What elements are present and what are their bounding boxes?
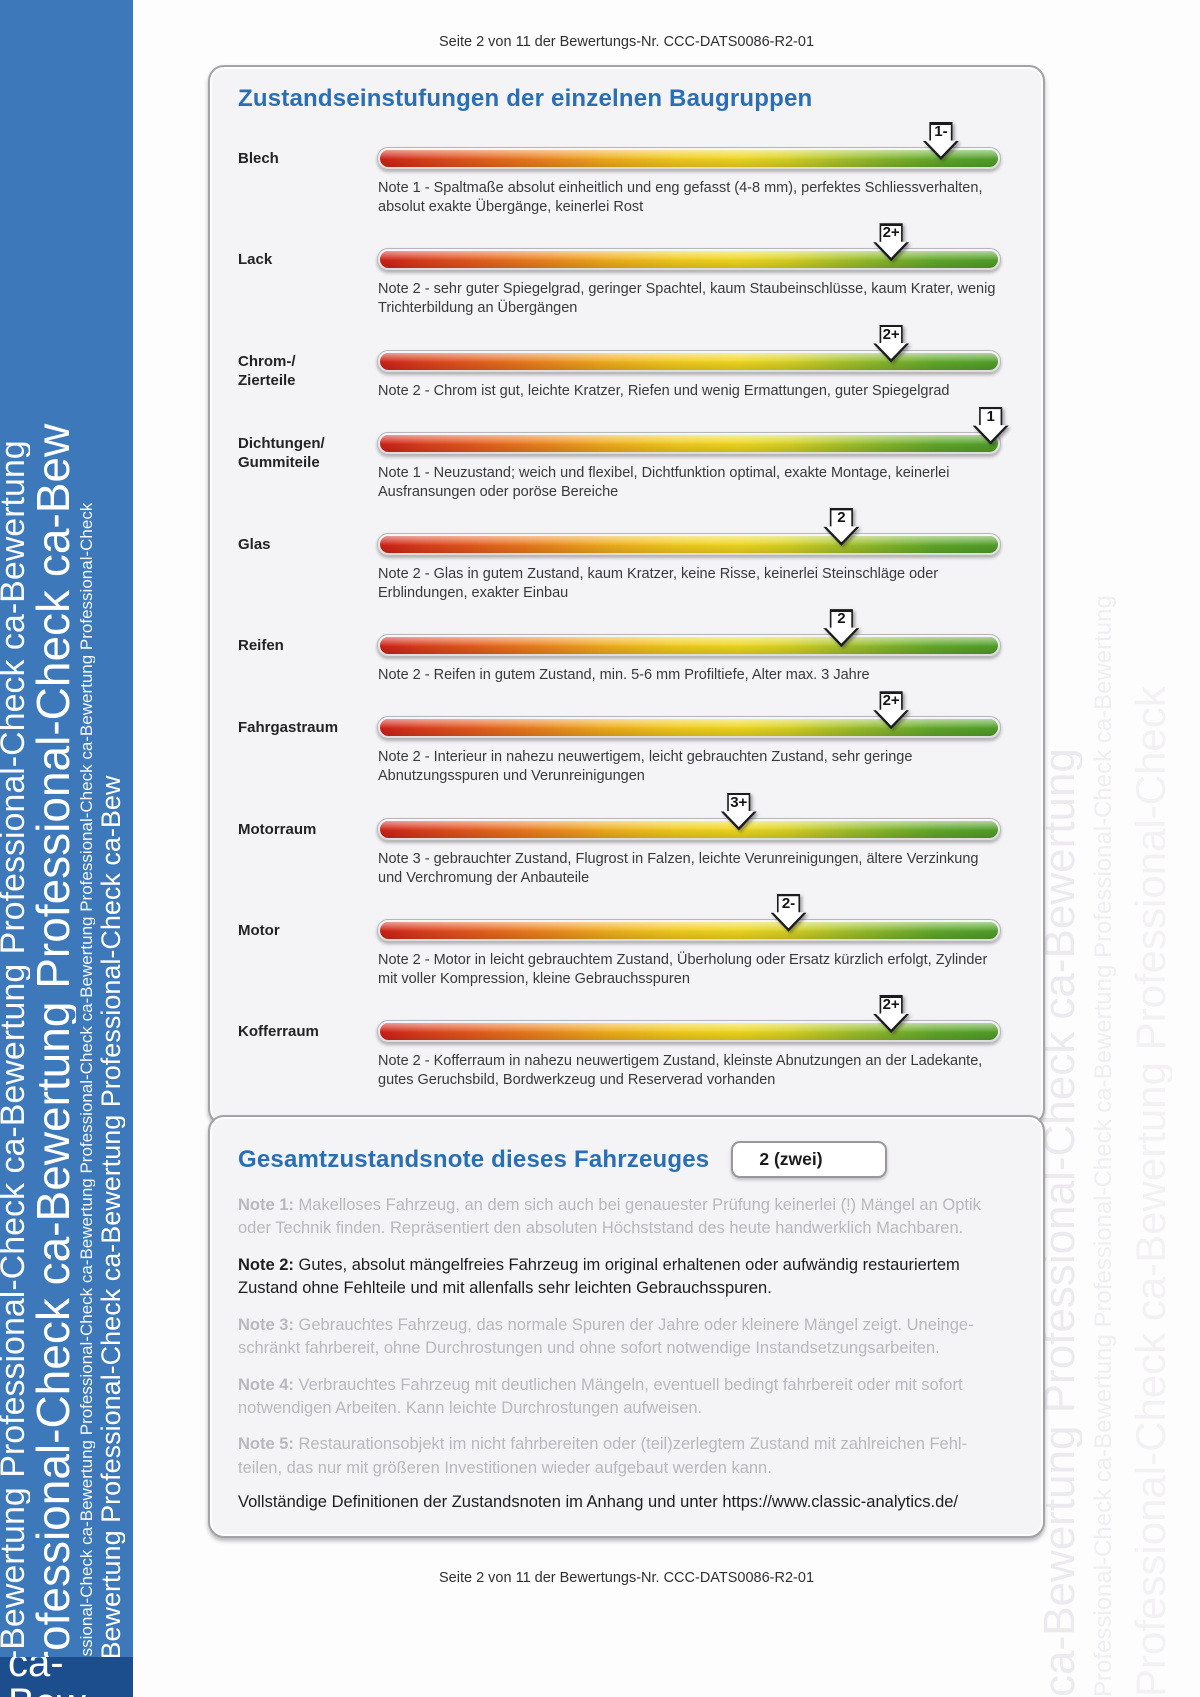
- assembly-row-reifen: Reifen 2 Note 2 - Reifen in gutem Zustan…: [238, 608, 1001, 688]
- assembly-label: Chrom-/ Zierteile: [238, 352, 296, 390]
- condition-gradient: [380, 251, 998, 269]
- grade-definition-note1: Note 1: Makelloses Fahrzeug, an dem sich…: [238, 1196, 981, 1238]
- condition-gradient: [380, 352, 998, 370]
- assembly-row-motorraum: Motorraum 3+ Note 3 - gebrauchter Zustan…: [238, 792, 1001, 891]
- assembly-label: Fahrgastraum: [238, 719, 339, 737]
- grade-marker: 1-: [922, 122, 959, 160]
- condition-scale-bar: 2: [377, 507, 1001, 556]
- grade-value: 2: [837, 610, 846, 628]
- condition-gradient: [380, 150, 998, 167]
- assembly-label: Reifen: [238, 637, 284, 655]
- condition-scale-bar: 2+: [377, 995, 1001, 1043]
- watermark-column-faint: Professional-Check ca-Bewertung Professi…: [1092, 595, 1116, 1697]
- condition-scale-bar: 2+: [377, 691, 1001, 740]
- grade-definition-note3: Note 3: Gebrauchtes Fahrzeug, das normal…: [238, 1315, 974, 1358]
- grade-value: 2+: [882, 325, 900, 343]
- grade-marker: 2: [823, 609, 860, 648]
- assembly-note: Note 1 - Neuzustand; weich und flexibel,…: [378, 464, 950, 500]
- condition-gradient: [380, 434, 998, 452]
- assembly-label: Blech: [238, 150, 279, 167]
- grade-definition-note5: Note 5: Restaurationsobjekt im nicht fah…: [238, 1435, 968, 1477]
- grade-value: 1: [986, 407, 995, 425]
- grade-marker: 2+: [873, 691, 910, 730]
- assembly-row-blech: Blech 1- Note 1 - Spaltmaße absolut einh…: [238, 121, 1001, 220]
- assembly-row-kofferraum: Kofferraum 2+ Note 2 - Kofferraum in nah…: [238, 994, 1001, 1093]
- definitions-footnote: Vollständige Definitionen der Zustandsno…: [238, 1493, 959, 1512]
- condition-gradient: [380, 820, 998, 838]
- overall-grade-box: 2 (zwei): [731, 1141, 888, 1178]
- assembly-label: Glas: [238, 535, 271, 553]
- assembly-note: Note 2 - Glas in gutem Zustand, kaum Kra…: [378, 565, 939, 601]
- assembly-row-lack: Lack 2+ Note 2 - sehr guter Spiegelgrad,…: [238, 222, 1001, 321]
- grade-marker: 2-: [770, 893, 807, 932]
- watermark-column: ca-Bewertung Professional-Check ca-Bewer…: [0, 440, 30, 1697]
- grade-marker: 2+: [873, 223, 910, 262]
- grade-marker: 3+: [720, 792, 757, 831]
- grade-marker: 2+: [873, 995, 910, 1033]
- grade-marker: 2: [823, 507, 860, 546]
- assembly-note: Note 2 - Motor in leicht gebrauchtem Zus…: [378, 951, 988, 987]
- grade-value: 2+: [882, 996, 900, 1013]
- assembly-label: Motor: [238, 921, 280, 939]
- page-title: Zustandseinstufungen der einzelnen Baugr…: [238, 85, 813, 112]
- assembly-note: Note 2 - sehr guter Spiegelgrad, geringe…: [378, 281, 996, 317]
- grade-definition-note4: Note 4: Verbrauchtes Fahrzeug mit deutli…: [238, 1375, 963, 1417]
- assembly-note: Note 3 - gebrauchter Zustand, Flugrost i…: [378, 850, 979, 886]
- watermark-column: ca-Bewertung Professional-Check ca-Bewer…: [98, 775, 125, 1697]
- grade-value: 3+: [730, 793, 748, 811]
- overall-grade-panel: Gesamtzustandsnote dieses Fahrzeuges 2 (…: [208, 1115, 1045, 1539]
- assembly-note: Note 2 - Interieur in nahezu neuwertigem…: [378, 749, 913, 785]
- grade-value: 1-: [934, 123, 948, 140]
- assembly-label: Dichtungen/ Gummiteile: [238, 434, 325, 472]
- assembly-row-chrom-zierteile: Chrom-/ Zierteile 2+ Note 2 - Chrom ist …: [238, 324, 1001, 404]
- sidebar-watermark: ca-Bewertung Professional-Check ca-Bewer…: [0, 0, 133, 1697]
- watermark-bottom-block: ca-Bew: [0, 1657, 133, 1697]
- assembly-row-fahrgastraum: Fahrgastraum 2+ Note 2 - Interieur in na…: [238, 690, 1001, 789]
- watermark-column: Professional-Check ca-Bewertung Professi…: [30, 423, 76, 1697]
- condition-gradient: [380, 719, 998, 737]
- condition-scale-bar: 2+: [377, 223, 1001, 272]
- grade-value: 2: [837, 508, 846, 526]
- assembly-note: Note 2 - Chrom ist gut, leichte Kratzer,…: [378, 382, 950, 399]
- grade-marker: 2+: [873, 324, 910, 363]
- grade-marker: 1: [972, 406, 1009, 445]
- condition-gradient: [380, 921, 998, 939]
- page-footer: Seite 2 von 11 der Bewertungs-Nr. CCC-DA…: [438, 1570, 815, 1586]
- condition-scale-bar: 3+: [377, 792, 1001, 841]
- condition-scale-bar: 1: [377, 406, 1009, 455]
- assembly-label: Lack: [238, 251, 273, 269]
- assembly-note: Note 1 - Spaltmaße absolut einheitlich u…: [378, 180, 983, 216]
- grade-value: 2+: [882, 692, 900, 710]
- assembly-row-motor: Motor 2- Note 2 - Motor in leicht gebrau…: [238, 893, 1001, 992]
- assembly-label: Kofferraum: [238, 1023, 319, 1040]
- condition-scale-bar: 1-: [377, 122, 1001, 170]
- assembly-note: Note 2 - Kofferraum in nahezu neuwertige…: [378, 1053, 983, 1089]
- condition-scale-bar: 2+: [377, 324, 1001, 373]
- grade-value: 2-: [781, 894, 796, 912]
- grade-value: 2+: [882, 224, 900, 242]
- condition-scale-bar: 2: [377, 609, 1001, 658]
- watermark-column: Professional-Check ca-Bewertung Professi…: [78, 502, 95, 1697]
- condition-gradient: [380, 1023, 998, 1040]
- page-header: Seite 2 von 11 der Bewertungs-Nr. CCC-DA…: [438, 34, 815, 50]
- condition-scale-bar: 2-: [377, 893, 1001, 942]
- watermark-column-faint: Professional-Check ca-Bewertung Professi…: [1130, 686, 1172, 1697]
- assembly-row-glas: Glas 2 Note 2 - Glas in gutem Zustand, k…: [238, 507, 1001, 606]
- classic-analytics-link[interactable]: https://www.classic-analytics.de/: [722, 1493, 959, 1512]
- assembly-row-dichtungen-gummiteile: Dichtungen/ Gummiteile 1 Note 1 - Neuzus…: [238, 406, 1009, 505]
- assembly-note: Note 2 - Reifen in gutem Zustand, min. 5…: [378, 667, 870, 684]
- grade-definition-note2: Note 2: Gutes, absolut mängelfreies Fahr…: [238, 1255, 960, 1298]
- condition-gradient: [380, 637, 998, 655]
- condition-gradient: [380, 535, 998, 553]
- assemblies-panel: Zustandseinstufungen der einzelnen Baugr…: [208, 65, 1045, 1126]
- overall-grade-title: Gesamtzustandsnote dieses Fahrzeuges: [238, 1145, 710, 1173]
- assembly-label: Motorraum: [238, 820, 317, 838]
